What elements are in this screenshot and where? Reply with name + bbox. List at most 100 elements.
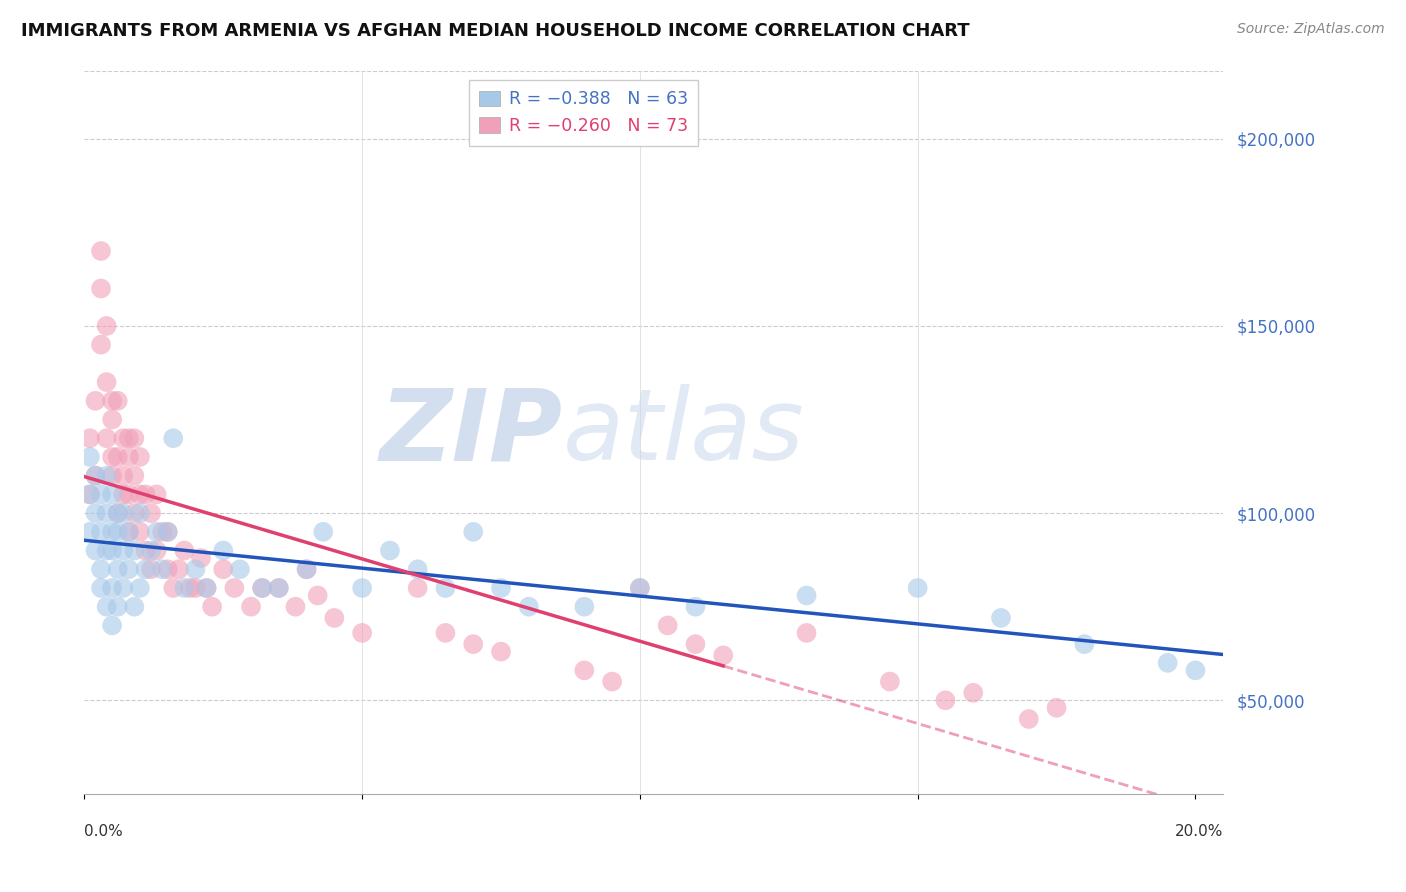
Point <box>84 543 107 558</box>
Point <box>934 693 956 707</box>
Point <box>685 637 707 651</box>
Point <box>685 599 707 614</box>
Point <box>139 562 162 576</box>
Point <box>90 337 112 351</box>
Point <box>434 626 457 640</box>
Point <box>90 581 112 595</box>
Point <box>162 581 184 595</box>
Point <box>267 581 290 595</box>
Point <box>173 581 195 595</box>
Point <box>307 589 329 603</box>
Point <box>295 562 318 576</box>
Point <box>574 664 596 678</box>
Point <box>195 581 218 595</box>
Point <box>134 543 156 558</box>
Point <box>124 431 146 445</box>
Point <box>167 562 190 576</box>
Point <box>84 468 107 483</box>
Point <box>250 581 273 595</box>
Point <box>156 562 179 576</box>
Text: atlas: atlas <box>562 384 804 481</box>
Point <box>201 599 224 614</box>
Point <box>179 581 201 595</box>
Point <box>1156 656 1178 670</box>
Point <box>107 562 129 576</box>
Point <box>118 524 141 539</box>
Point <box>1018 712 1040 726</box>
Text: Source: ZipAtlas.com: Source: ZipAtlas.com <box>1237 22 1385 37</box>
Point <box>145 543 167 558</box>
Point <box>96 431 118 445</box>
Point <box>101 450 124 464</box>
Point <box>90 281 112 295</box>
Text: ZIP: ZIP <box>380 384 562 481</box>
Point <box>212 562 235 576</box>
Point <box>628 581 651 595</box>
Point <box>352 581 374 595</box>
Point <box>112 581 135 595</box>
Point <box>173 543 195 558</box>
Point <box>84 393 107 408</box>
Point <box>628 581 651 595</box>
Point <box>489 645 512 659</box>
Point <box>101 524 124 539</box>
Point <box>229 562 252 576</box>
Point <box>156 524 179 539</box>
Point <box>118 431 141 445</box>
Point <box>118 487 141 501</box>
Point <box>107 450 129 464</box>
Point <box>96 468 118 483</box>
Point <box>101 543 124 558</box>
Point <box>879 674 901 689</box>
Point <box>124 506 146 520</box>
Point <box>1045 700 1067 714</box>
Point <box>96 375 118 389</box>
Point <box>796 626 818 640</box>
Point <box>962 686 984 700</box>
Point <box>145 487 167 501</box>
Point <box>79 431 101 445</box>
Point <box>295 562 318 576</box>
Point <box>489 581 512 595</box>
Point <box>107 506 129 520</box>
Point <box>101 468 124 483</box>
Point <box>90 524 112 539</box>
Point <box>90 244 112 258</box>
Point <box>84 468 107 483</box>
Point <box>101 393 124 408</box>
Point <box>907 581 929 595</box>
Point <box>156 524 179 539</box>
Point <box>84 506 107 520</box>
Point <box>657 618 679 632</box>
Point <box>796 589 818 603</box>
Point <box>107 506 129 520</box>
Point <box>1184 664 1206 678</box>
Point <box>150 524 173 539</box>
Point <box>129 506 152 520</box>
Point <box>112 487 135 501</box>
Point <box>517 599 540 614</box>
Point <box>101 412 124 426</box>
Point <box>112 543 135 558</box>
Point <box>162 431 184 445</box>
Point <box>184 581 207 595</box>
Point <box>990 611 1012 625</box>
Point <box>79 487 101 501</box>
Point <box>112 431 135 445</box>
Point <box>129 524 152 539</box>
Point <box>139 506 162 520</box>
Point <box>101 618 124 632</box>
Point <box>101 487 124 501</box>
Point <box>112 506 135 520</box>
Point <box>212 543 235 558</box>
Point <box>124 468 146 483</box>
Point <box>224 581 246 595</box>
Point <box>190 551 212 566</box>
Point <box>112 468 135 483</box>
Point <box>118 450 141 464</box>
Point <box>79 524 101 539</box>
Point <box>145 524 167 539</box>
Point <box>240 599 263 614</box>
Point <box>107 599 129 614</box>
Point <box>574 599 596 614</box>
